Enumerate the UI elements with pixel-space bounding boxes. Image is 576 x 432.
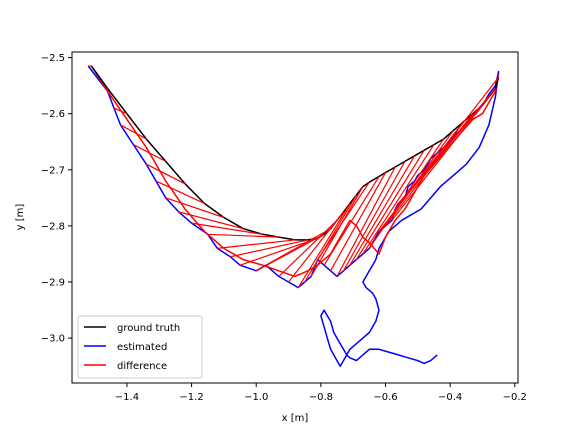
difference-segment	[397, 88, 496, 204]
difference-segment	[146, 163, 186, 185]
difference-segment	[178, 211, 244, 230]
difference-segment	[304, 194, 357, 283]
difference-segment	[317, 181, 370, 260]
difference-segment	[133, 144, 167, 162]
plot-frame	[71, 51, 519, 384]
y-tick-label: −2.8	[41, 221, 65, 232]
y-tick-label: −2.6	[41, 109, 65, 120]
difference-segment	[404, 76, 500, 199]
difference-segment	[265, 228, 331, 266]
difference-segment	[288, 211, 344, 283]
y-tick-label: −2.7	[41, 165, 65, 176]
difference-segment	[191, 222, 263, 235]
y-tick-label: −2.9	[41, 278, 65, 289]
y-axis-ticks: −2.5 −2.6 −2.7 −2.8 −2.9 −3.0	[41, 53, 72, 345]
plot-lines	[87, 65, 500, 367]
difference-segment	[342, 161, 406, 272]
difference-segment	[165, 197, 225, 219]
y-axis-label: y [m]	[15, 204, 26, 231]
difference-segment	[355, 149, 425, 260]
x-tick-label: −1.0	[244, 392, 268, 403]
difference-segment	[323, 176, 380, 266]
x-tick-label: −1.2	[179, 392, 203, 403]
difference-segment	[155, 180, 205, 205]
x-tick-label: −0.4	[438, 392, 462, 403]
x-axis-ticks: −1.4 −1.2 −1.0 −0.8 −0.6 −0.4 −0.2	[115, 383, 527, 403]
x-tick-label: −0.2	[503, 392, 527, 403]
series-line-estimated	[87, 65, 500, 367]
difference-segment	[230, 239, 309, 258]
legend-label-ground-truth: ground truth	[117, 323, 180, 334]
difference-segment	[336, 166, 396, 277]
series-line-difference	[90, 65, 500, 278]
difference-segment	[207, 233, 279, 238]
x-tick-label: −1.4	[115, 392, 139, 403]
x-tick-label: −0.6	[373, 392, 397, 403]
difference-segment	[120, 124, 147, 140]
difference-segment	[297, 203, 351, 288]
legend-box	[77, 315, 203, 379]
legend-label-estimated: estimated	[117, 342, 167, 353]
legend: ground truth estimated difference	[77, 315, 203, 379]
legend-label-difference: difference	[117, 361, 167, 372]
difference-segment	[278, 219, 338, 277]
y-tick-label: −3.0	[41, 334, 65, 345]
y-tick-label: −2.5	[41, 53, 65, 64]
difference-segment	[330, 172, 387, 272]
x-tick-label: −0.8	[309, 392, 333, 403]
difference-segment	[391, 104, 483, 221]
difference-segment	[113, 107, 128, 115]
x-axis-label: x [m]	[282, 413, 309, 424]
difference-segment	[362, 144, 435, 255]
difference-segment	[349, 155, 416, 266]
difference-segment	[217, 239, 296, 249]
